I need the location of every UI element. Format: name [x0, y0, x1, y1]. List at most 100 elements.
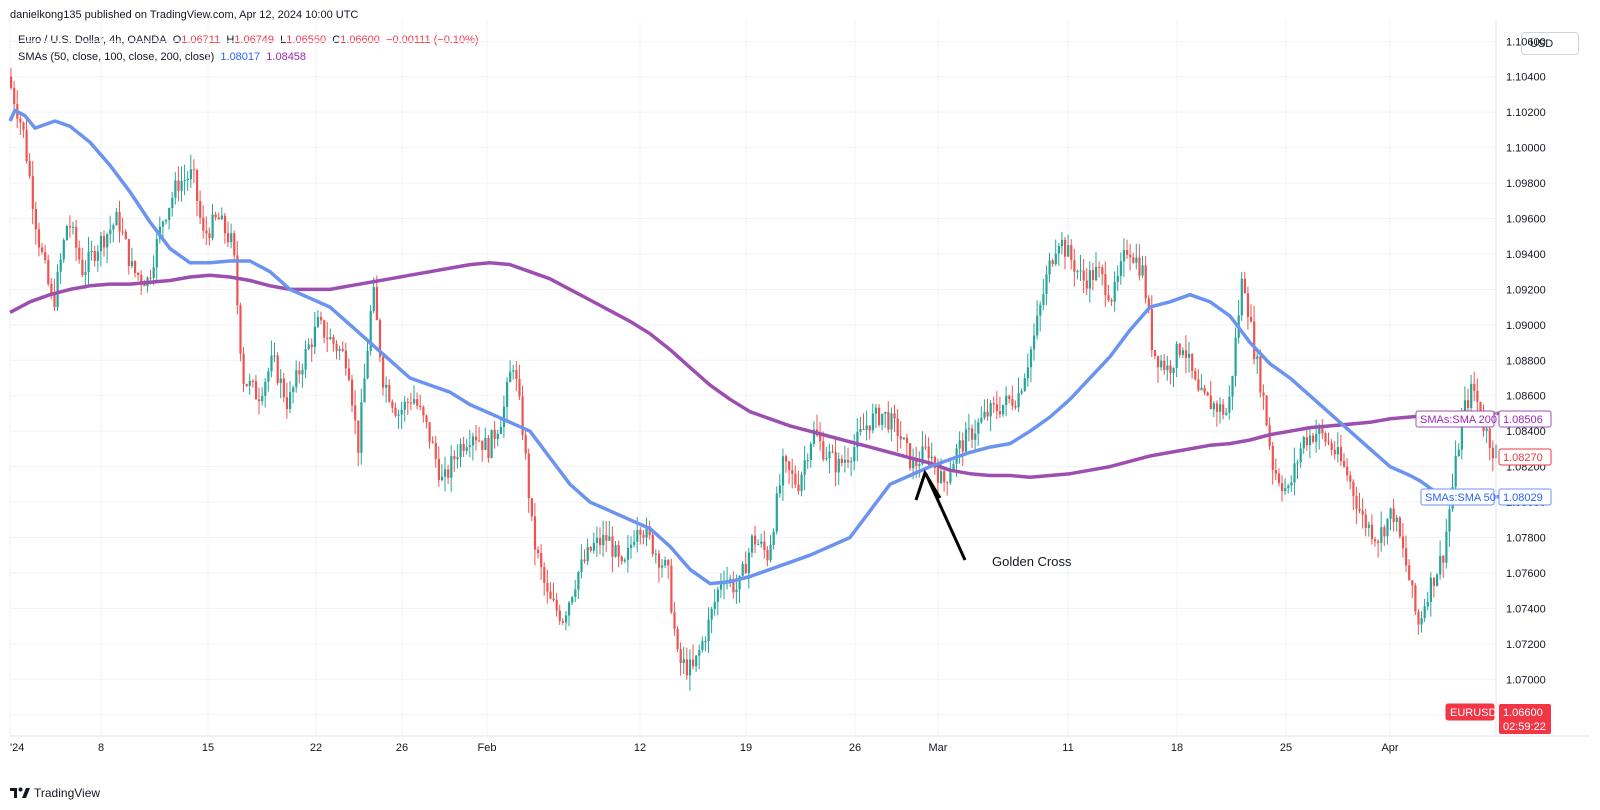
candle-body	[636, 530, 639, 542]
candle-body	[1290, 482, 1293, 486]
candle-body	[1352, 481, 1355, 497]
candle-body	[180, 180, 183, 191]
candle-body	[400, 409, 403, 415]
y-tick-label: 1.10400	[1506, 72, 1546, 84]
x-tick-label: 26	[849, 742, 861, 754]
y-tick-label: 1.10200	[1506, 107, 1546, 119]
candle-body	[1445, 531, 1448, 563]
candle-body	[778, 485, 781, 494]
candle-body	[1417, 611, 1420, 625]
candle-body	[301, 369, 304, 375]
tradingview-logo-icon	[10, 787, 30, 798]
candle-body	[688, 659, 692, 676]
candle-body	[493, 429, 496, 439]
candle-body	[623, 559, 626, 562]
candle-body	[1212, 403, 1215, 410]
candle-body	[304, 348, 307, 370]
candle-body	[186, 179, 189, 181]
candle-body	[202, 217, 205, 231]
candle-body	[1091, 270, 1095, 280]
open-value: 1.06711	[181, 34, 221, 46]
candle-body	[1073, 260, 1076, 272]
candle-body	[1405, 548, 1408, 566]
candle-body	[1479, 401, 1482, 419]
y-tick-label: 1.10000	[1506, 143, 1546, 155]
candle-body	[289, 392, 292, 409]
candle-body	[484, 437, 487, 450]
candle-body	[754, 535, 757, 545]
candle-body	[183, 179, 186, 181]
time-axis[interactable]: '24 8 15 22 26 Feb 12 19 26 Mar 11 18 25 Apr	[10, 742, 1399, 754]
price-axis[interactable]: 1.068001.070001.072001.074001.076001.078…	[1506, 36, 1546, 721]
candle-body	[196, 169, 199, 201]
candle-body	[946, 482, 949, 484]
candle-body	[568, 602, 571, 616]
candle-body	[546, 582, 549, 592]
candle-body	[1172, 368, 1175, 373]
candle-body	[490, 429, 493, 458]
tradingview-brand[interactable]: TradingView	[10, 786, 100, 800]
x-tick-label: 8	[98, 742, 104, 754]
candle-body	[843, 459, 847, 463]
candle-body	[775, 493, 778, 532]
candle-body	[757, 543, 760, 545]
candle-body	[788, 461, 791, 471]
candle-body	[769, 545, 772, 561]
candle-body	[462, 443, 465, 451]
candle-body	[1281, 483, 1284, 491]
candle-body	[1194, 371, 1197, 380]
candle-body	[56, 271, 59, 308]
candle-body	[1408, 565, 1411, 581]
candle-body	[822, 441, 825, 460]
candle-body	[496, 433, 499, 439]
candle-body	[1460, 417, 1463, 450]
candle-body	[1476, 390, 1479, 402]
candle-body	[825, 458, 828, 460]
y-tick-label: 1.09800	[1506, 178, 1546, 190]
candle-body	[1110, 300, 1113, 302]
candle-body	[791, 470, 794, 474]
candle-body	[738, 575, 741, 590]
candle-body	[1135, 257, 1138, 263]
candle-body	[1457, 449, 1460, 456]
candle-body	[806, 460, 809, 462]
currency-button[interactable]: USD	[1521, 32, 1579, 55]
candle-body	[1219, 404, 1222, 412]
candle-body	[78, 247, 81, 260]
candle-body	[630, 544, 633, 548]
candle-body	[800, 474, 803, 492]
candle-body	[378, 320, 382, 357]
candle-body	[31, 176, 34, 209]
candle-body	[1308, 435, 1312, 446]
candle-body	[403, 401, 406, 410]
candle-body	[592, 542, 595, 551]
candle-body	[1017, 393, 1020, 408]
candle-body	[1259, 356, 1262, 393]
candle-body	[360, 402, 363, 453]
candle-body	[1377, 541, 1380, 543]
candle-body	[450, 456, 453, 478]
candle-body	[878, 407, 881, 425]
candle-body	[527, 453, 530, 499]
candle-body	[254, 381, 258, 400]
candle-body	[382, 356, 385, 388]
candle-body	[1467, 400, 1470, 408]
y-tick-label: 1.09200	[1506, 284, 1546, 296]
candle-body	[828, 451, 831, 459]
candle-body	[648, 526, 651, 535]
candle-body	[68, 226, 72, 228]
candle-body	[326, 337, 329, 340]
candle-body	[661, 565, 664, 568]
candle-body	[583, 559, 586, 562]
candle-body	[1327, 441, 1330, 444]
candle-body	[884, 411, 887, 414]
candle-body	[896, 418, 899, 437]
y-tick-label: 1.09000	[1506, 320, 1546, 332]
candle-body	[992, 403, 995, 405]
candle-body	[168, 208, 171, 221]
candle-body	[1132, 257, 1135, 263]
symbol-tag-box	[1445, 703, 1495, 721]
candle-body	[1160, 360, 1163, 368]
symbol-legend: Euro / U.S. Dollar, 4h, OANDA O1.06711 H…	[18, 34, 479, 46]
